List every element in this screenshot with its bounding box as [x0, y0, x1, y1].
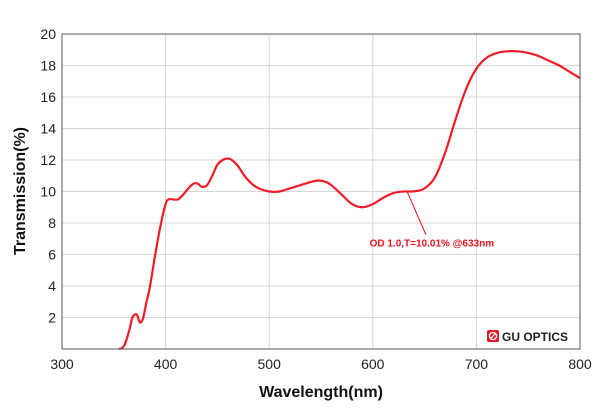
y-tick-label: 10	[40, 184, 56, 200]
logo-text: GU OPTICS	[502, 330, 568, 344]
x-tick-label: 600	[361, 356, 385, 372]
y-tick-label: 4	[48, 278, 56, 294]
gu-optics-logo-icon	[487, 330, 499, 342]
grid-lines	[62, 34, 580, 349]
y-tick-label: 14	[40, 121, 56, 137]
y-axis-label: Transmission(%)	[12, 127, 29, 255]
logo: GU OPTICS	[487, 330, 568, 344]
y-tick-label: 12	[40, 152, 56, 168]
x-axis-label: Wavelength(nm)	[259, 384, 383, 401]
series-line-transmission	[118, 50, 581, 351]
y-tick-label: 16	[40, 89, 56, 105]
annotation-group: OD 1.0,T=10.01% @633nm	[370, 191, 495, 250]
x-tick-label: 800	[568, 356, 592, 372]
y-tick-label: 18	[40, 58, 56, 74]
annotation-text: OD 1.0,T=10.01% @633nm	[370, 239, 495, 250]
tick-labels: 300 400 500 600 700 800 2 4 6 8 10 12 14 16 18 20	[40, 26, 591, 372]
y-tick-label: 8	[48, 215, 56, 231]
y-tick-label: 20	[40, 26, 56, 42]
plot-frame	[61, 33, 581, 350]
y-tick-label: 2	[48, 310, 56, 326]
y-tick-label: 6	[48, 247, 56, 263]
x-tick-label: 300	[50, 356, 74, 372]
x-tick-label: 700	[465, 356, 489, 372]
annotation-leader-line	[406, 191, 427, 235]
x-tick-label: 400	[154, 356, 178, 372]
x-tick-label: 500	[258, 356, 282, 372]
